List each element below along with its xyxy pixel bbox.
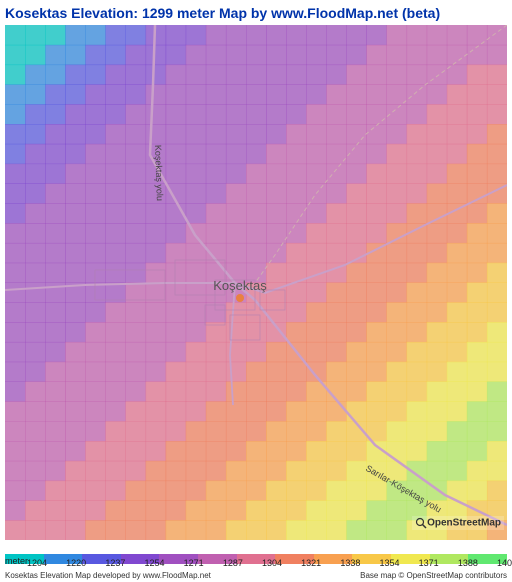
footer: Kosektas Elevation Map developed by www.… — [5, 571, 507, 580]
legend-unit: meter — [5, 556, 28, 566]
legend-value: 1338 — [340, 558, 360, 568]
magnifier-icon — [415, 517, 427, 529]
osm-badge-text: OpenStreetMap — [427, 518, 501, 529]
osm-badge: OpenStreetMap — [412, 516, 504, 530]
basemap-credit: Base map © OpenStreetMap contributors — [360, 571, 507, 580]
legend-value: 1220 — [66, 558, 86, 568]
legend-value: 1388 — [458, 558, 478, 568]
developer-credit: Kosektas Elevation Map developed by www.… — [5, 571, 211, 580]
legend-value: 1304 — [262, 558, 282, 568]
legend-value: 1287 — [223, 558, 243, 568]
page-title: Kosektas Elevation: 1299 meter Map by ww… — [5, 5, 440, 21]
svg-text:Koşektaş: Koşektaş — [213, 278, 267, 293]
legend-value: 1254 — [144, 558, 164, 568]
svg-text:Koşektaş yolu: Koşektaş yolu — [153, 145, 165, 201]
legend-value: 1321 — [301, 558, 321, 568]
legend-value: 1371 — [419, 558, 439, 568]
legend-value: 1204 — [27, 558, 47, 568]
legend-value: 1354 — [379, 558, 399, 568]
legend-value: 1405 — [497, 558, 512, 568]
legend-labels: meter 1204 1220 1237 1254 1271 1287 1304 1321 13… — [5, 556, 507, 568]
legend-value: 1271 — [184, 558, 204, 568]
legend-value: 1237 — [105, 558, 125, 568]
elevation-map: KoşektaşKoşektaş yoluSarılar-Köşektaş yo… — [5, 25, 507, 540]
